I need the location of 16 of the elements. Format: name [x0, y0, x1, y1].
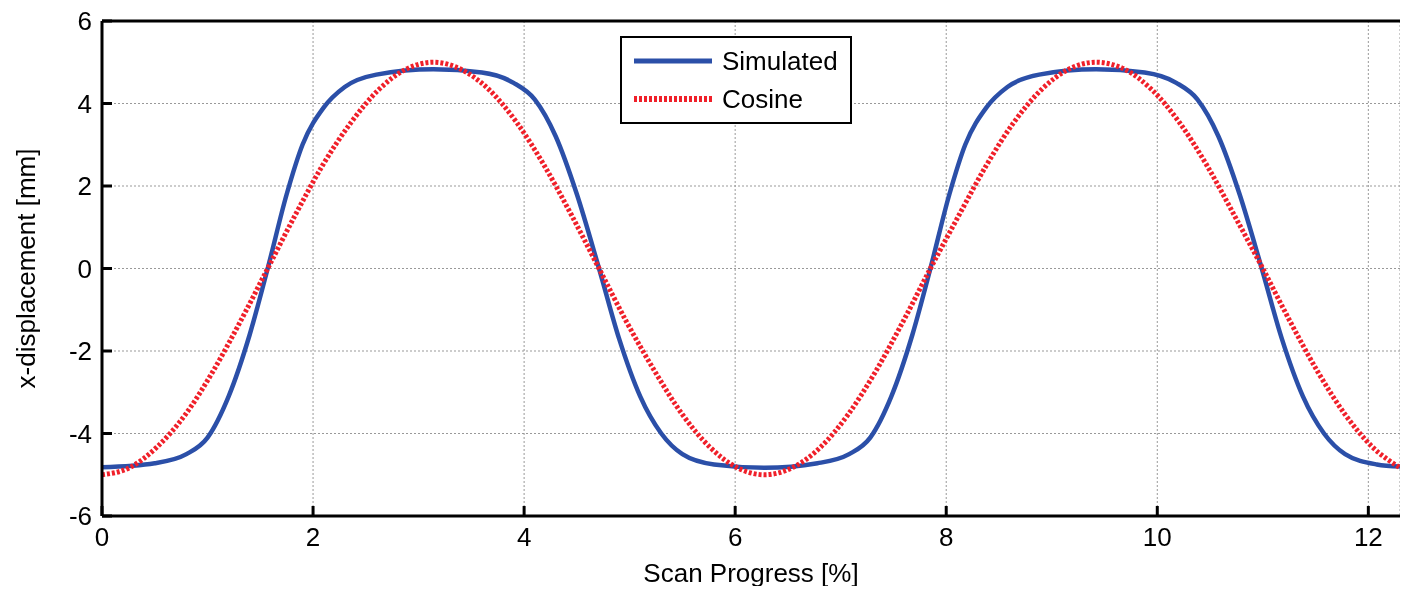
y-axis-title: x-displacement [mm] [11, 148, 42, 389]
x-tick-label: 6 [727, 522, 743, 553]
y-tick-label: 6 [77, 6, 92, 37]
legend-label: Cosine [722, 83, 803, 115]
x-tick-label: 12 [1353, 522, 1383, 553]
y-tick-label: 0 [77, 253, 92, 284]
x-tick-label: 8 [938, 522, 954, 553]
y-tick-label: -6 [68, 501, 92, 532]
x-tick-label: 4 [516, 522, 532, 553]
y-tick-label: -4 [68, 418, 92, 449]
y-tick-label: 2 [77, 171, 92, 202]
x-tick-label: 10 [1142, 522, 1172, 553]
y-tick-label: -2 [68, 336, 92, 367]
legend-label: Simulated [722, 45, 838, 77]
y-tick-label: 4 [77, 88, 92, 119]
x-tick-label: 2 [305, 522, 321, 553]
